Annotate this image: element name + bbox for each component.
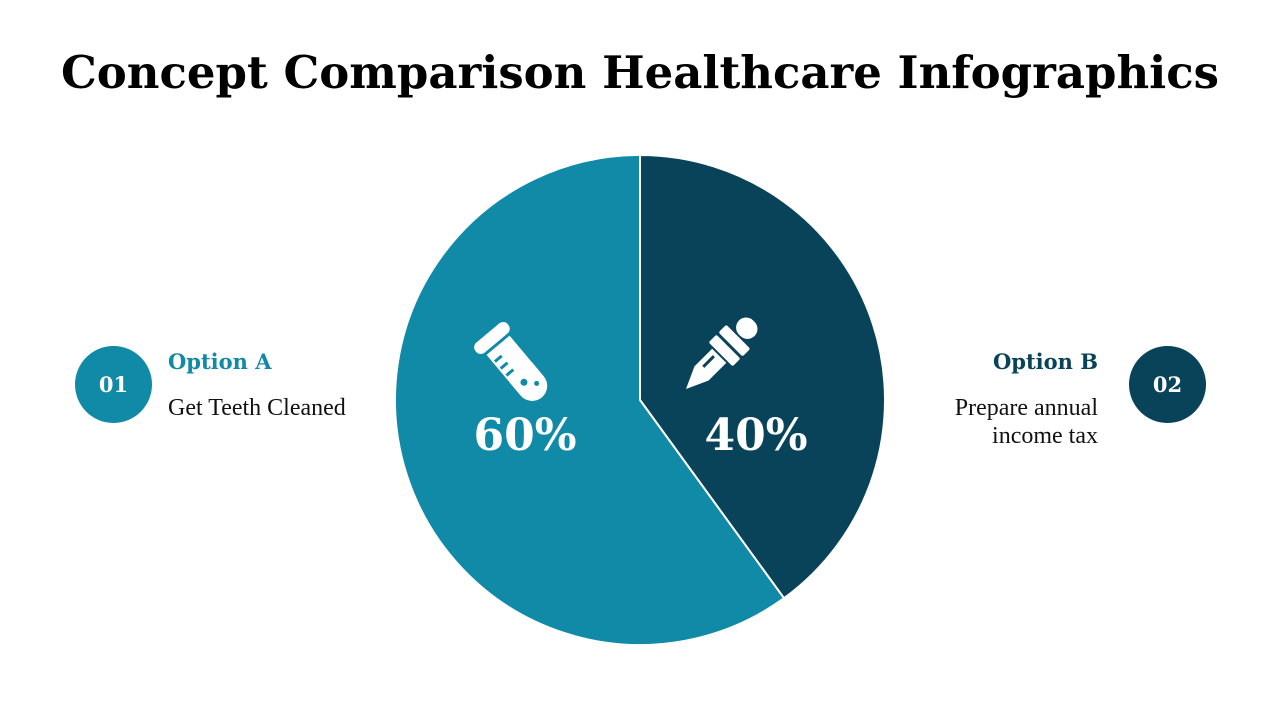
pie-slice-option-b bbox=[639, 153, 886, 600]
option-a-number-badge: 01 bbox=[75, 346, 152, 423]
pie-slice-option-a bbox=[394, 153, 786, 646]
dropper-icon bbox=[685, 317, 758, 390]
option-a-percent-label: 60% bbox=[473, 410, 576, 461]
pie-chart: 60% 40% bbox=[394, 153, 886, 646]
option-b-percent-label: 40% bbox=[704, 410, 807, 461]
option-a-number: 01 bbox=[98, 372, 129, 397]
test-tube-icon bbox=[474, 321, 548, 401]
option-b-number: 02 bbox=[1152, 372, 1183, 397]
option-a-description: Get Teeth Cleaned bbox=[168, 395, 346, 421]
option-b-description: Prepare annual income tax bbox=[954, 395, 1098, 449]
option-a-title: Option A bbox=[168, 349, 272, 374]
option-b-number-badge: 02 bbox=[1129, 346, 1206, 423]
page-title: Concept Comparison Healthcare Infographi… bbox=[60, 46, 1220, 99]
option-b-title: Option B bbox=[993, 349, 1098, 374]
